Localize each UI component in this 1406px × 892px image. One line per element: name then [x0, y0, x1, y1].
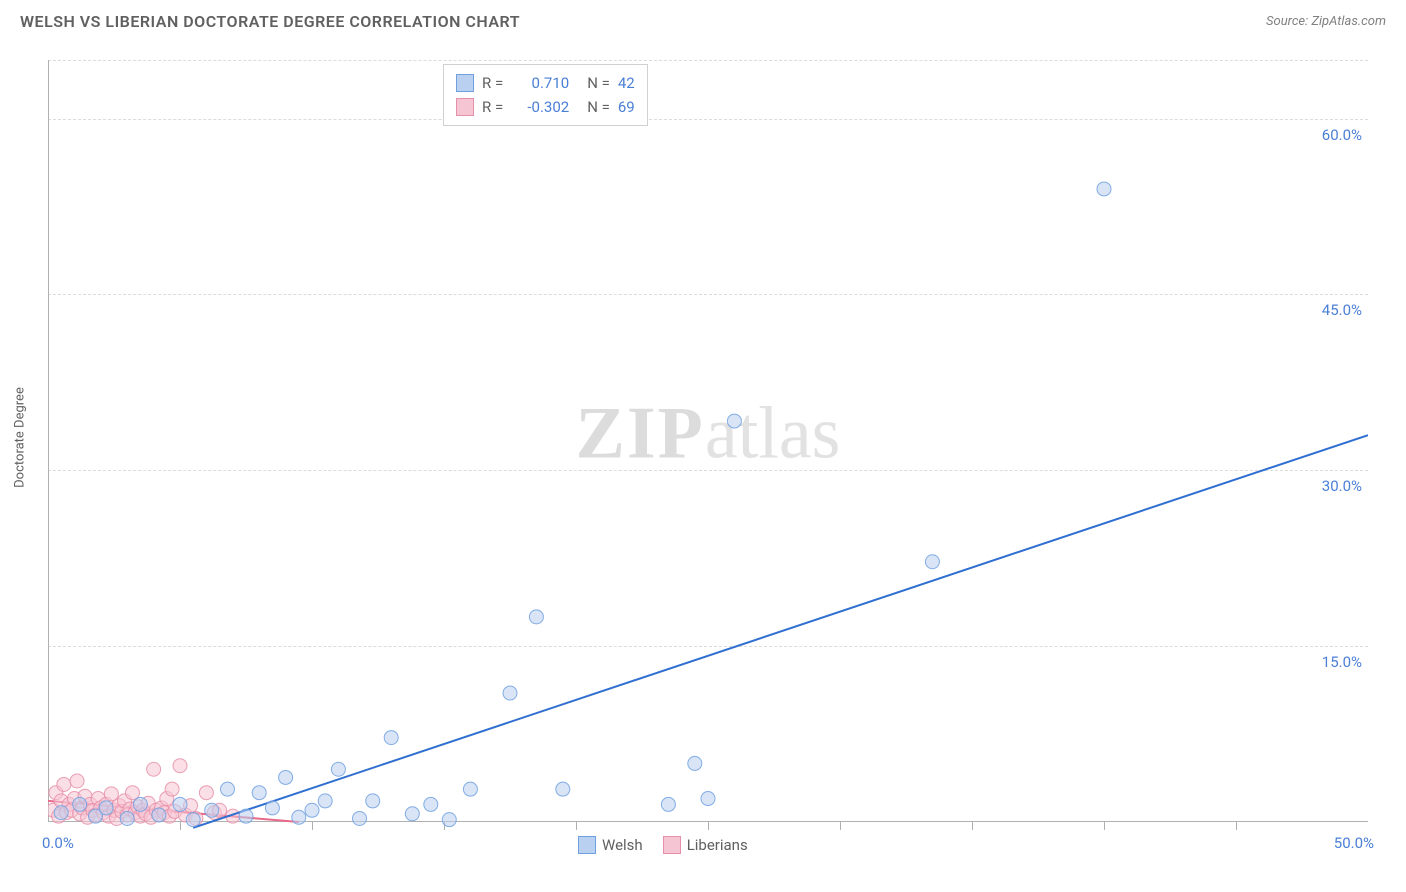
scatter-svg — [48, 60, 1368, 840]
legend-swatch — [578, 836, 596, 854]
source-prefix: Source: — [1266, 14, 1311, 29]
plot-area: ZIPatlas 15.0%30.0%45.0%60.0% 0.0% 50.0%… — [48, 60, 1368, 840]
legend-n-label: N = — [587, 95, 610, 119]
series-legend: Welsh Liberians — [578, 836, 748, 854]
series-legend-label: Welsh — [602, 836, 643, 854]
legend-n-label: N = — [587, 71, 610, 95]
legend-swatch — [663, 836, 681, 854]
series-legend-label: Liberians — [687, 836, 748, 854]
stats-legend: R = 0.710 N = 42 R = -0.302 N = 69 — [443, 64, 648, 126]
legend-r-label: R = — [482, 95, 503, 119]
chart-title: WELSH VS LIBERIAN DOCTORATE DEGREE CORRE… — [20, 12, 520, 31]
series-legend-item: Welsh — [578, 836, 643, 854]
legend-swatch — [456, 74, 474, 92]
legend-n-value: 42 — [618, 71, 635, 95]
legend-n-value: 69 — [618, 95, 635, 119]
chart-source: Source: ZipAtlas.com — [1266, 14, 1386, 29]
legend-r-value: -0.302 — [511, 95, 569, 119]
legend-swatch — [456, 98, 474, 116]
stats-legend-row: R = 0.710 N = 42 — [456, 71, 635, 95]
stats-legend-row: R = -0.302 N = 69 — [456, 95, 635, 119]
title-bar: WELSH VS LIBERIAN DOCTORATE DEGREE CORRE… — [0, 0, 1406, 41]
legend-r-label: R = — [482, 71, 503, 95]
source-name: ZipAtlas.com — [1311, 14, 1386, 29]
legend-r-value: 0.710 — [511, 71, 569, 95]
series-legend-item: Liberians — [663, 836, 748, 854]
y-axis-label: Doctorate Degree — [13, 387, 28, 488]
